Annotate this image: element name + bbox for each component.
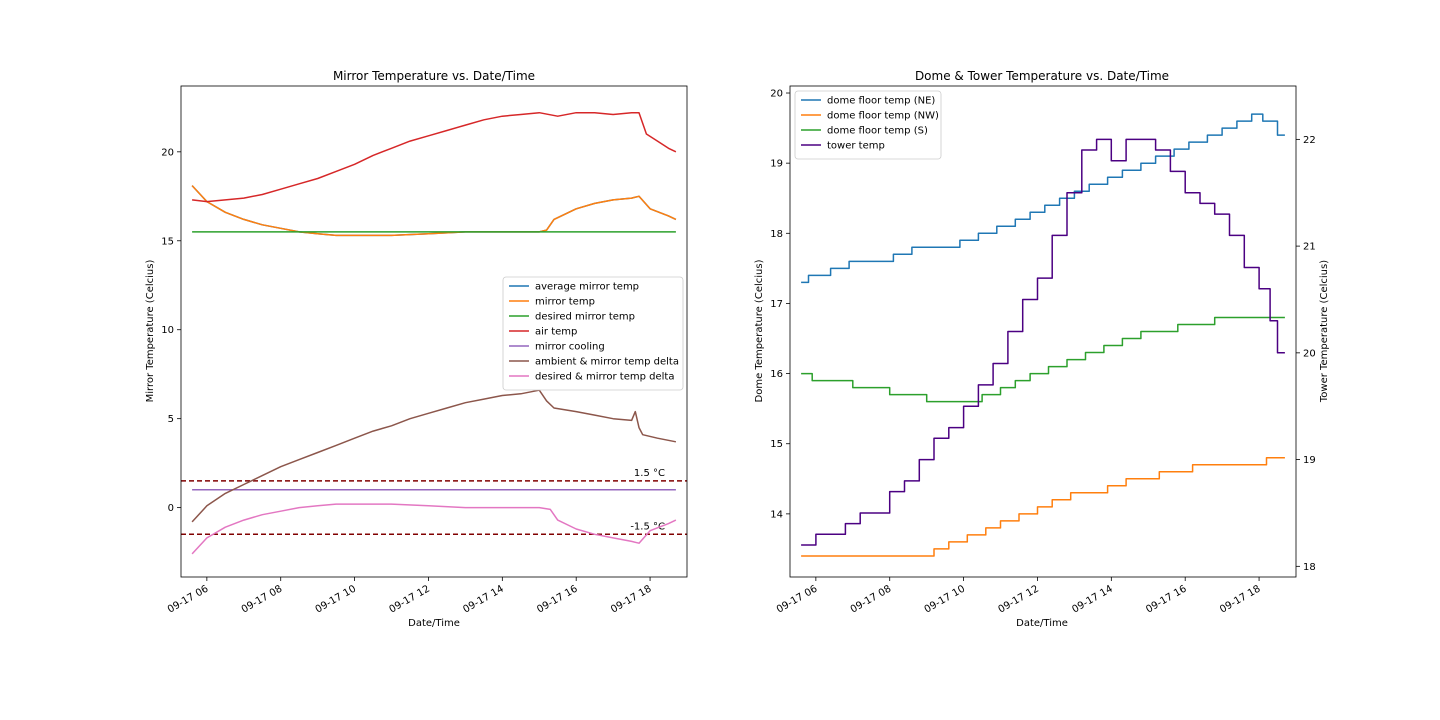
series-line [801,316,1285,403]
y-axis-right: 18 19 20 21 22 [1296,135,1316,573]
series-line [191,389,677,523]
y-axis-right-label: Tower Temperature (Celcius) [1319,260,1330,403]
y-tick-label: 17 [770,299,783,310]
y-right-tick-label: 18 [1303,562,1316,573]
legend-entry: tower temp [827,141,885,152]
legend-entry: desired mirror temp [535,312,635,323]
reference-line-label: -1.5 °C [630,521,665,532]
legend-entry: mirror cooling [535,342,605,353]
legend-entry: dome floor temp (S) [827,126,928,137]
y-tick-label: 15 [161,236,174,247]
x-axis-label: Date/Time [1016,618,1068,629]
legend-box [502,276,684,391]
legend-entry: desired & mirror temp delta [535,372,674,383]
y-tick-label: 19 [770,159,783,170]
y-axis-label: Dome Temperature (Celcius) [754,259,765,402]
series-line [801,138,1285,546]
y-tick-label: 10 [161,325,174,336]
reference-line-label: 1.5 °C [634,468,665,479]
chart-title: Mirror Temperature vs. Date/Time [333,69,535,83]
series-line [801,457,1285,557]
legend: average mirror temp mirror temp desired mi… [502,276,684,391]
series-line [801,113,1285,284]
plot-area: 1.5 °C -1.5 °C [181,111,687,555]
plot-area [801,113,1285,557]
y-tick-label: 20 [161,147,174,158]
x-axis-label: Date/Time [408,618,460,629]
plot-frame [789,85,1297,578]
y-right-tick-label: 21 [1303,242,1316,253]
y-tick-label: 5 [168,414,174,425]
legend-box [794,90,942,160]
y-right-tick-label: 22 [1303,135,1316,146]
chart-title: Dome & Tower Temperature vs. Date/Time [915,69,1169,83]
legend-entry: average mirror temp [535,282,639,293]
plot-frame [180,85,688,578]
y-axis: 0 5 10 15 20 [161,147,181,514]
series-line [192,111,677,203]
legend: dome floor temp (NE) dome floor temp (NW)… [794,90,942,160]
series-line [191,503,677,555]
y-tick-label: 16 [770,369,783,380]
y-tick-label: 15 [770,439,783,450]
y-axis-label: Mirror Temperature (Celcius) [145,260,156,403]
y-tick-label: 0 [168,503,174,514]
y-right-tick-label: 20 [1303,348,1316,359]
y-tick-label: 14 [770,509,783,520]
y-tick-label: 18 [770,229,783,240]
legend-entry: ambient & mirror temp delta [535,357,679,368]
legend-entry: dome floor temp (NW) [827,111,939,122]
y-axis: 14 15 16 17 18 19 20 [770,89,790,520]
y-right-tick-label: 19 [1303,455,1316,466]
y-tick-label: 20 [770,89,783,100]
legend-entry: air temp [535,327,577,338]
legend-entry: mirror temp [535,297,595,308]
legend-entry: dome floor temp (NE) [827,96,935,107]
